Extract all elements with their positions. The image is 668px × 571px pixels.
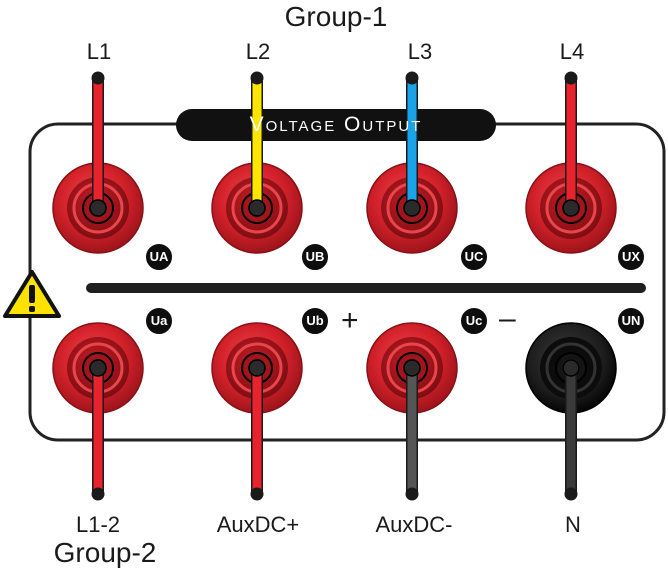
- top-badge-ring-1: [144, 242, 174, 272]
- bottom-wire-4-end-dot: [564, 487, 578, 501]
- bottom-badge-ring-2: [300, 306, 330, 336]
- top-wire-4-plug: [562, 199, 580, 217]
- bottom-label-auxdc-minus: AuxDC-: [375, 512, 453, 537]
- top-badge-ring-2: [300, 242, 330, 272]
- top-wire-2: [248, 71, 266, 217]
- warning-icon: [3, 270, 61, 318]
- bottom-label-auxdc-plus: AuxDC+: [216, 512, 300, 537]
- bottom-label-n: N: [565, 512, 581, 537]
- bottom-wire-1-plug: [89, 359, 107, 377]
- top-wire-2-end-dot: [250, 71, 264, 85]
- badge-ua: UA: [149, 249, 169, 264]
- row-separator: [86, 283, 646, 293]
- bottom-badge-ring-4: [616, 306, 646, 336]
- bottom-wire-1: [89, 359, 107, 501]
- bottom-wire-2-plug: [248, 359, 266, 377]
- bottom-wire-2: [248, 359, 266, 501]
- top-label-l2: L2: [245, 39, 271, 64]
- bottom-wire-3: [403, 359, 421, 501]
- bottom-wire-3-end-dot: [405, 487, 419, 501]
- top-label-l3: L3: [407, 39, 433, 64]
- group-1-label: Group-1: [284, 1, 388, 32]
- badge-ux: UX: [621, 249, 641, 264]
- group-2-label: Group-2: [53, 537, 157, 568]
- top-wire-1-end-dot: [91, 71, 105, 85]
- badge-ub-lower: Ub: [306, 313, 324, 328]
- bottom-badge-ring-3: [459, 306, 489, 336]
- bottom-wire-1-end-dot: [91, 487, 105, 501]
- top-wire-3: [403, 71, 421, 217]
- top-wire-4: [562, 71, 580, 217]
- top-wire-1-plug: [89, 199, 107, 217]
- panel-title: Voltage Output: [249, 113, 423, 136]
- badge-ua-lower: Ua: [150, 313, 168, 328]
- top-wire-4-end-dot: [564, 71, 578, 85]
- bottom-wire-3-plug: [403, 359, 421, 377]
- badge-un: UN: [621, 313, 641, 328]
- badge-uc-lower: Uc: [465, 313, 483, 328]
- top-badge-ring-4: [616, 242, 646, 272]
- badge-uc: UC: [464, 249, 484, 264]
- top-wire-3-end-dot: [405, 71, 419, 85]
- bottom-wire-4: [562, 359, 580, 501]
- top-wire-1: [89, 71, 107, 217]
- bottom-label-l1-2: L1-2: [75, 512, 121, 537]
- top-wire-2-plug: [248, 199, 266, 217]
- top-badge-ring-3: [459, 242, 489, 272]
- plus-sign: +: [341, 304, 359, 337]
- badge-ub: UB: [305, 249, 325, 264]
- top-label-l1: L1: [86, 39, 112, 64]
- minus-sign: –: [499, 302, 516, 335]
- bottom-badge-ring-1: [144, 306, 174, 336]
- top-wire-3-plug: [403, 199, 421, 217]
- bottom-wire-2-end-dot: [250, 487, 264, 501]
- bottom-wire-4-plug: [562, 359, 580, 377]
- top-label-l4: L4: [559, 39, 585, 64]
